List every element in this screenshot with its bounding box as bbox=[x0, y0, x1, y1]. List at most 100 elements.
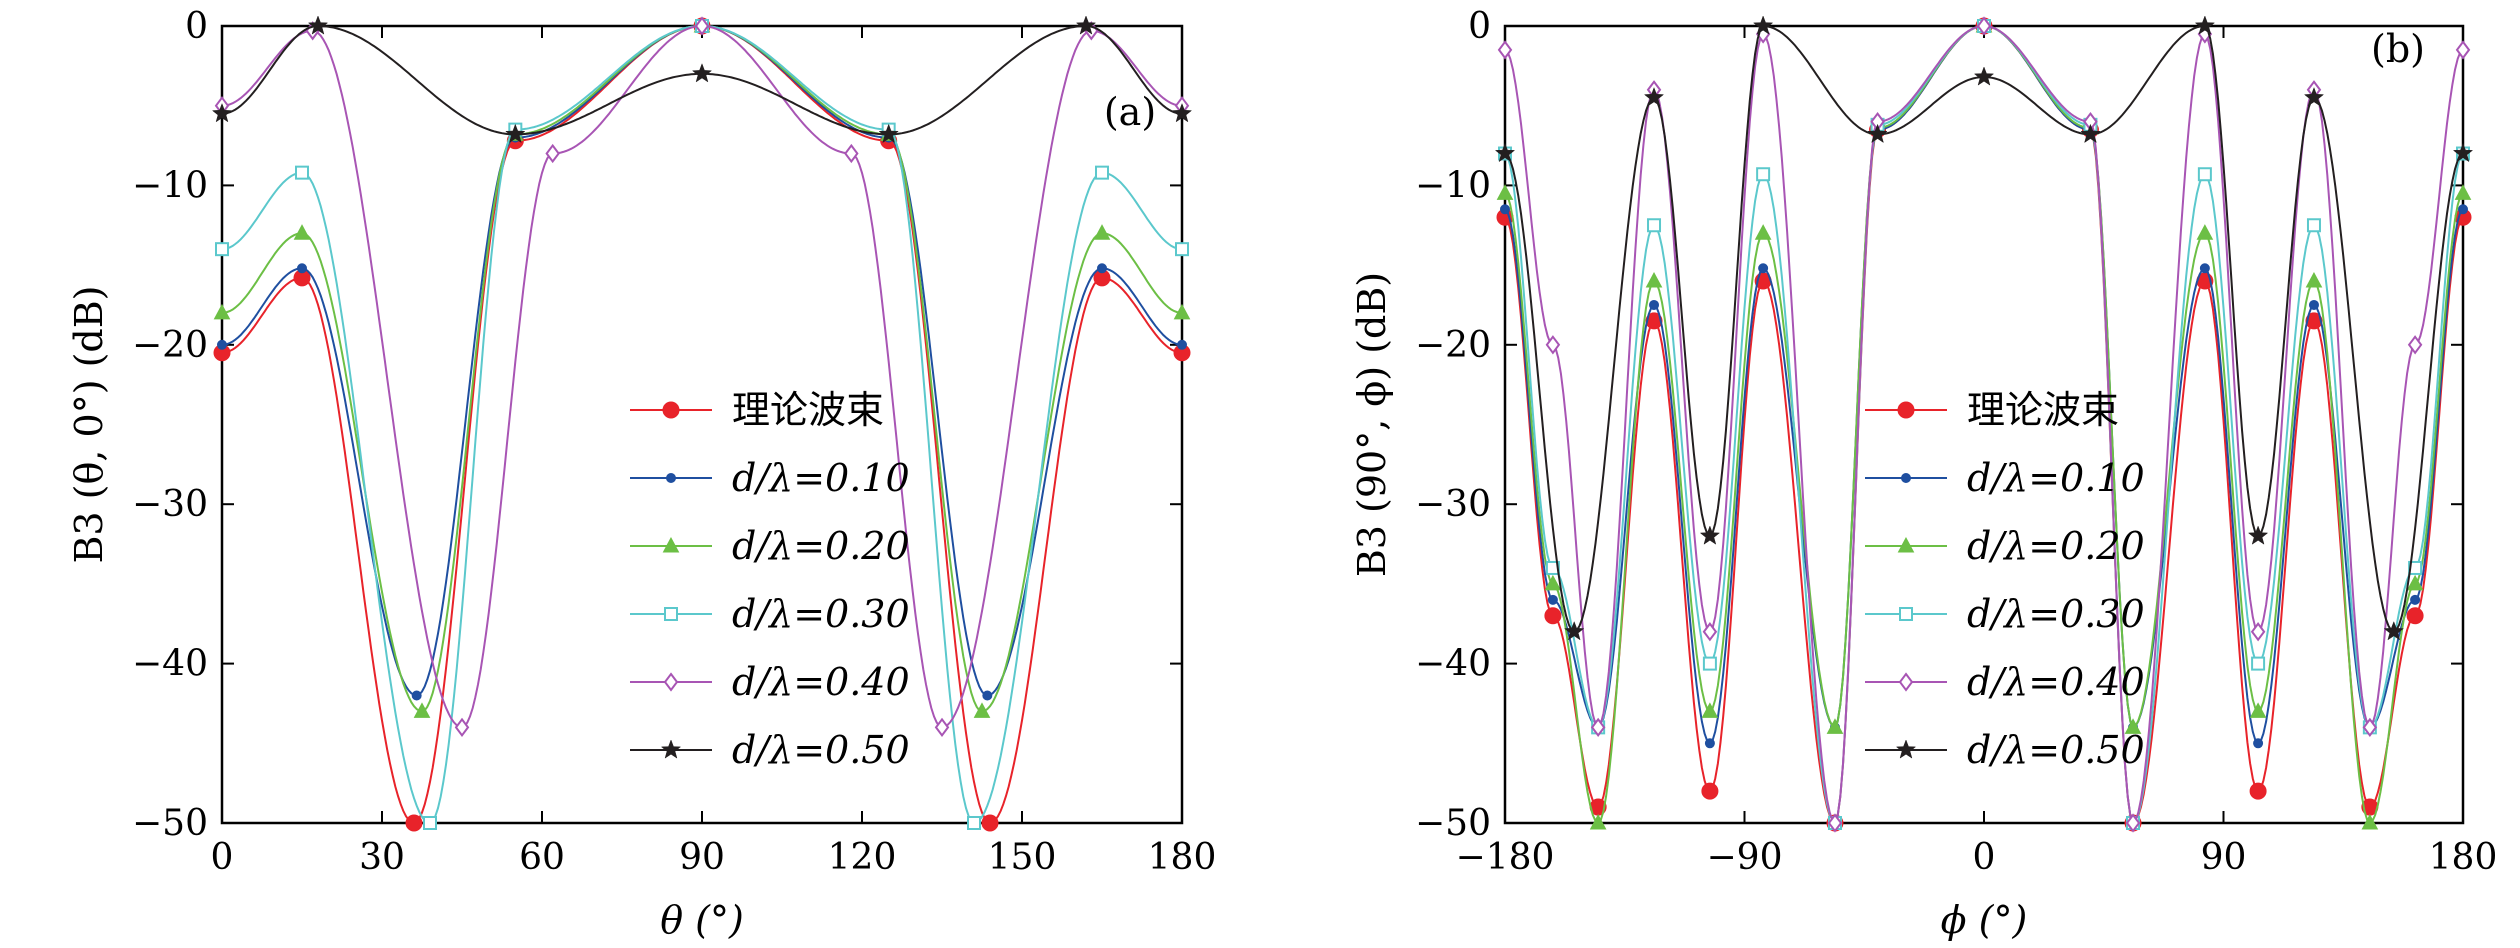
data-point bbox=[211, 102, 233, 123]
x-tick-label: 90 bbox=[679, 837, 725, 878]
data-point bbox=[1758, 263, 1769, 274]
legend-marker bbox=[664, 607, 678, 621]
data-point bbox=[2406, 607, 2424, 625]
data-point bbox=[2125, 813, 2141, 833]
data-point bbox=[1702, 622, 1718, 642]
data-point bbox=[2196, 224, 2214, 240]
data-point bbox=[2249, 702, 2267, 718]
legend: 理论波束 d/λ=0.10 d/λ=0.20 d/λ=0.30 d/λ=0.40 d/λ=… bbox=[1865, 388, 2145, 772]
data-point bbox=[1973, 66, 1995, 86]
y-tick-label: −10 bbox=[1415, 165, 1491, 206]
legend-label: d/λ=0.40 bbox=[732, 660, 910, 704]
plot-area bbox=[1494, 15, 2474, 833]
x-tick-label: 90 bbox=[2201, 837, 2247, 878]
x-tick-label: 120 bbox=[828, 837, 897, 878]
data-point bbox=[2408, 560, 2423, 575]
series-line bbox=[221, 24, 1183, 729]
data-point bbox=[2124, 718, 2142, 734]
y-tick-label: −40 bbox=[132, 644, 208, 685]
data-point bbox=[2361, 813, 2379, 830]
data-point bbox=[2249, 782, 2267, 800]
data-point bbox=[2454, 184, 2472, 200]
data-point bbox=[2305, 271, 2323, 288]
legend-marker bbox=[1897, 401, 1915, 419]
data-point bbox=[405, 814, 423, 832]
legend-label: d/λ=0.20 bbox=[732, 524, 910, 568]
legend-marker bbox=[1897, 536, 1915, 553]
x-tick-label: 0 bbox=[1973, 837, 1996, 878]
data-point bbox=[1756, 167, 1771, 182]
series-line bbox=[221, 24, 1183, 697]
legend-marker bbox=[660, 739, 682, 759]
data-point bbox=[981, 814, 999, 832]
y-axis-label: B3 (90°, ϕ) (dB) bbox=[1350, 272, 1394, 577]
legend-marker bbox=[663, 672, 679, 692]
data-point bbox=[213, 303, 231, 320]
data-point bbox=[2253, 738, 2264, 749]
legend-label: d/λ=0.40 bbox=[1967, 660, 2145, 704]
data-point bbox=[2452, 142, 2474, 163]
data-point bbox=[1976, 16, 1992, 36]
data-point bbox=[2362, 717, 2378, 738]
y-tick-label: −20 bbox=[132, 325, 208, 366]
data-point bbox=[297, 263, 307, 274]
series-line bbox=[221, 25, 1183, 136]
data-point bbox=[2303, 86, 2325, 107]
data-point bbox=[1754, 224, 1772, 240]
legend-label: d/λ=0.30 bbox=[1967, 592, 2145, 636]
data-point bbox=[973, 702, 991, 718]
data-point bbox=[1826, 718, 1844, 734]
data-point bbox=[1647, 218, 1662, 233]
legend-marker bbox=[1899, 607, 1913, 621]
data-point bbox=[2250, 622, 2266, 642]
y-tick-label: 0 bbox=[185, 6, 208, 47]
plot-area bbox=[211, 15, 1193, 832]
legend-marker bbox=[1901, 473, 1911, 483]
data-point bbox=[1701, 782, 1719, 800]
legend-label: d/λ=0.50 bbox=[1967, 728, 2145, 772]
data-point bbox=[1496, 184, 1514, 200]
data-point bbox=[2455, 40, 2471, 60]
series-4 bbox=[214, 16, 1190, 738]
x-tick-label: 0 bbox=[211, 837, 234, 878]
data-point bbox=[295, 165, 309, 180]
data-point bbox=[694, 16, 710, 36]
legend-marker bbox=[666, 473, 676, 483]
legend-label: d/λ=0.10 bbox=[1967, 456, 2145, 500]
data-point bbox=[1645, 271, 1663, 288]
series-3 bbox=[215, 19, 1189, 830]
x-tick-label: 180 bbox=[2429, 837, 2498, 878]
data-point bbox=[423, 816, 437, 830]
data-point bbox=[2308, 299, 2319, 310]
data-point bbox=[691, 63, 713, 83]
data-point bbox=[1545, 560, 1560, 575]
series-1 bbox=[217, 21, 1187, 701]
series-2 bbox=[213, 16, 1191, 718]
data-point bbox=[982, 690, 993, 701]
series-5 bbox=[211, 15, 1193, 144]
data-point bbox=[1097, 263, 1107, 274]
y-axis-label: B3 (θ, 0°) (dB) bbox=[67, 285, 111, 563]
y-tick-label: −20 bbox=[1415, 325, 1491, 366]
data-point bbox=[1564, 620, 1585, 641]
data-point bbox=[2458, 204, 2468, 215]
data-point bbox=[545, 143, 560, 164]
data-point bbox=[2194, 15, 2216, 35]
series-5 bbox=[1494, 15, 2474, 641]
data-point bbox=[293, 224, 311, 240]
data-point bbox=[1095, 165, 1109, 180]
data-point bbox=[1171, 102, 1193, 123]
legend-label: d/λ=0.30 bbox=[732, 592, 910, 636]
legend-marker bbox=[662, 536, 680, 553]
y-tick-label: −50 bbox=[1415, 803, 1491, 844]
data-point bbox=[2080, 123, 2101, 144]
x-tick-label: 150 bbox=[988, 837, 1057, 878]
y-tick-label: −50 bbox=[132, 803, 208, 844]
panel-label: (a) bbox=[1104, 90, 1156, 134]
legend-marker bbox=[1898, 672, 1914, 692]
legend-marker bbox=[1895, 739, 1917, 759]
data-point bbox=[2306, 218, 2321, 233]
data-point bbox=[2410, 594, 2421, 605]
data-point bbox=[1494, 142, 1516, 163]
plot-frame bbox=[220, 24, 1184, 825]
